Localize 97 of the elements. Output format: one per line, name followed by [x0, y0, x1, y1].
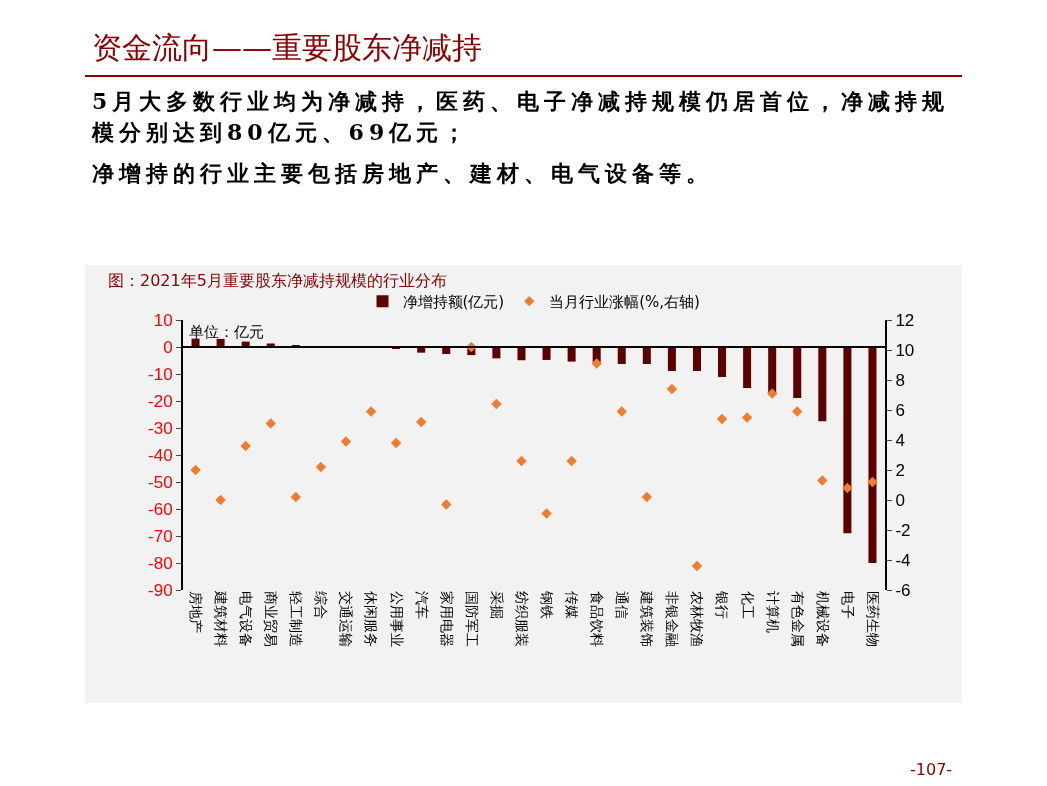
- y-tick-label: -50: [148, 472, 173, 492]
- y2-tick-label: -2: [895, 520, 911, 540]
- point: [691, 560, 703, 572]
- point: [766, 388, 778, 399]
- annotation: 单位：亿元: [189, 323, 264, 341]
- y-tick-label: -70: [148, 526, 173, 546]
- point: [566, 455, 577, 467]
- text: -107-: [910, 760, 953, 779]
- point: [265, 418, 276, 429]
- y-tick-label: -90: [148, 580, 173, 600]
- bar: [667, 347, 676, 372]
- point: [616, 406, 627, 417]
- chart-subtitle: 5月大多数行业均为净减持，医药、电子净减持规模仍居首位，净减持规模分别达到80亿元、69亿元；: [92, 87, 951, 147]
- point: [716, 413, 728, 425]
- point: [240, 440, 251, 452]
- y-tick-label: -30: [148, 418, 173, 438]
- point: [792, 406, 803, 417]
- x-tick-label: 建筑装饰: [639, 590, 656, 647]
- bar: [542, 347, 551, 360]
- point: [541, 508, 552, 519]
- point: [741, 412, 753, 423]
- y2-tick-label: -4: [895, 550, 911, 570]
- x-tick-label: 医药生物: [864, 591, 881, 647]
- y2-tick-label: -6: [895, 580, 911, 600]
- text: 净增持的行业主要包括房地产、建材、电气设备等。: [92, 159, 714, 188]
- point: [190, 464, 201, 476]
- bar: [617, 347, 626, 365]
- point: [491, 398, 502, 410]
- y2-tick-label: 10: [895, 340, 915, 360]
- bar: [793, 347, 802, 399]
- x-tick-label: 房地产: [187, 591, 204, 633]
- bar: [567, 347, 576, 362]
- y-tick-label: -20: [148, 391, 173, 411]
- point: [666, 383, 678, 395]
- legend-label: 净增持额(亿元): [402, 293, 505, 311]
- y-tick-label: -10: [148, 364, 173, 384]
- point: [365, 406, 377, 417]
- bar: [743, 347, 752, 389]
- x-tick-label: 家用电器: [438, 591, 455, 647]
- bar: [843, 347, 852, 534]
- point: [215, 494, 226, 506]
- point: [817, 475, 828, 486]
- x-tick-label: 食品饮料: [589, 591, 606, 647]
- point: [591, 358, 602, 369]
- x-tick-label: 休闲服务: [363, 591, 380, 647]
- y2-tick-label: 8: [895, 370, 905, 390]
- x-tick-label: 有色金属: [789, 591, 806, 647]
- x-tick-label: 汽车: [413, 591, 430, 619]
- point: [842, 482, 853, 494]
- legend-label: 当月行业涨幅(%,右轴): [549, 293, 700, 311]
- x-tick-label: 国防军工: [463, 591, 480, 647]
- point: [390, 437, 402, 449]
- x-tick-label: 纺织服装: [513, 591, 530, 647]
- point: [340, 436, 352, 447]
- y2-tick-label: 12: [895, 310, 915, 330]
- point: [516, 455, 527, 467]
- text: 图：2021年5月重要股东净减持规模的行业分布: [108, 271, 447, 290]
- x-tick-label: 非银金融: [664, 591, 681, 647]
- point: [290, 491, 302, 503]
- point: [315, 461, 327, 473]
- y2-tick-label: 4: [895, 430, 905, 450]
- x-tick-label: 计算机: [764, 591, 781, 633]
- x-tick-label: 商业贸易: [263, 591, 280, 647]
- x-tick-label: 交通运输: [338, 591, 355, 647]
- point: [641, 491, 653, 503]
- bar: [868, 347, 877, 563]
- y2-tick-label: 2: [895, 460, 905, 480]
- x-tick-label: 银行: [714, 590, 731, 619]
- x-tick-label: 电气设备: [238, 591, 255, 647]
- point: [415, 416, 427, 428]
- x-tick-label: 建筑材料: [213, 590, 230, 647]
- y-tick-label: -40: [148, 445, 173, 465]
- y2-tick-label: 6: [895, 400, 905, 420]
- bar: [517, 347, 526, 361]
- y-tick-label: -80: [148, 553, 173, 573]
- y-tick-label: -60: [148, 499, 173, 519]
- x-tick-label: 采掘: [488, 591, 505, 619]
- point: [867, 476, 878, 488]
- x-tick-label: 通信: [614, 591, 631, 619]
- x-tick-label: 农林牧渔: [689, 591, 706, 647]
- x-tick-label: 化工: [739, 591, 756, 619]
- y-tick-label: 10: [153, 310, 173, 330]
- bar: [718, 347, 727, 377]
- x-tick-label: 公用事业: [388, 591, 405, 647]
- bar: [692, 347, 701, 372]
- y2-tick-label: 0: [895, 490, 905, 510]
- x-tick-label: 轻工制造: [288, 591, 305, 647]
- x-tick-label: 电子: [839, 591, 856, 619]
- x-tick-label: 综合: [313, 591, 330, 619]
- point: [441, 499, 452, 510]
- bar: [642, 347, 651, 365]
- x-tick-label: 传媒: [564, 591, 581, 619]
- x-tick-label: 机械设备: [814, 591, 831, 647]
- chart-title: 资金流向——重要股东净减持: [92, 29, 482, 67]
- y-tick-label: 0: [163, 337, 173, 357]
- bar: [818, 347, 827, 422]
- x-tick-label: 钢铁: [538, 590, 555, 619]
